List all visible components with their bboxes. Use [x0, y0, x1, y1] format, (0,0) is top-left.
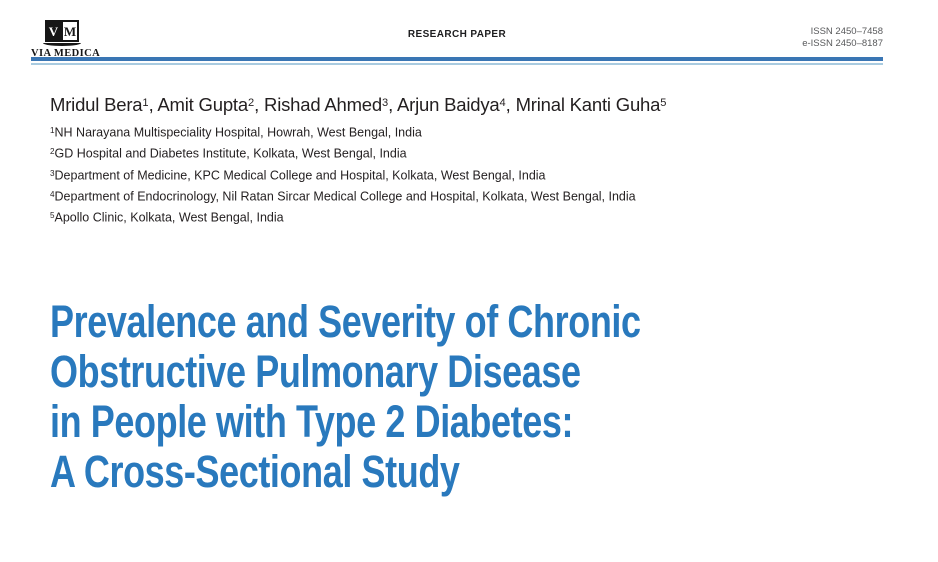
affiliation-line: 4Department of Endocrinology, Nil Ratan … [50, 185, 636, 206]
affiliation-line: 2GD Hospital and Diabetes Institute, Kol… [50, 142, 636, 163]
author-separator: , [388, 94, 397, 115]
author: Arjun Baidya4 [397, 94, 506, 115]
issn-block: ISSN 2450–7458 e-ISSN 2450–8187 [802, 26, 883, 49]
affiliation-text: Department of Medicine, KPC Medical Coll… [54, 167, 546, 182]
author-name: Rishad Ahmed [264, 94, 382, 115]
article-title: Prevalence and Severity of Chronic Obstr… [50, 297, 641, 497]
article-title-line: A Cross-Sectional Study [50, 446, 460, 497]
author-name: Mridul Bera [50, 94, 143, 115]
author: Mrinal Kanti Guha5 [516, 94, 667, 115]
author-separator: , [505, 94, 516, 115]
article-title-line: Obstructive Pulmonary Disease [50, 346, 581, 397]
affiliation-text: Apollo Clinic, Kolkata, West Bengal, Ind… [54, 210, 284, 225]
affiliation-text: NH Narayana Multispeciality Hospital, Ho… [54, 125, 422, 140]
affiliation-ref: 5 [50, 211, 55, 220]
affiliation-line: 3Department of Medicine, KPC Medical Col… [50, 164, 636, 185]
paper-category-label: RESEARCH PAPER [407, 29, 507, 40]
affiliations-list: 1NH Narayana Multispeciality Hospital, H… [50, 121, 636, 227]
author-affiliation-ref: 5 [660, 97, 667, 110]
author-name: Amit Gupta [157, 94, 248, 115]
issn-electronic: e-ISSN 2450–8187 [802, 37, 883, 49]
author: Amit Gupta2 [157, 94, 254, 115]
affiliation-ref: 4 [50, 189, 55, 199]
logo-letter-v: V [45, 20, 62, 42]
author: Mridul Bera1 [50, 94, 149, 115]
author: Rishad Ahmed3 [264, 94, 388, 115]
author-name: Mrinal Kanti Guha [515, 94, 661, 115]
affiliation-ref: 3 [50, 168, 55, 178]
affiliation-line: 1NH Narayana Multispeciality Hospital, H… [50, 121, 636, 142]
header-rule-dark [31, 57, 883, 61]
author-separator: , [148, 94, 158, 115]
author-separator: , [254, 94, 265, 115]
author-affiliation-ref: 4 [499, 97, 506, 110]
author-name: Arjun Baidya [397, 94, 500, 115]
author-affiliation-ref: 1 [142, 97, 149, 110]
logo-letter-m: M [62, 20, 79, 42]
affiliation-ref: 1 [50, 126, 55, 135]
affiliation-text: Department of Endocrinology, Nil Ratan S… [54, 189, 636, 203]
author-affiliation-ref: 2 [247, 97, 255, 110]
affiliation-line: 5Apollo Clinic, Kolkata, West Bengal, In… [50, 206, 636, 227]
publisher-name: VIA MEDICA [31, 48, 101, 59]
author-affiliation-ref: 3 [381, 97, 389, 110]
header-rule-light [31, 63, 883, 65]
issn-print: ISSN 2450–7458 [810, 26, 883, 37]
affiliation-text: GD Hospital and Diabetes Institute, Kolk… [54, 146, 407, 161]
affiliation-ref: 2 [50, 147, 55, 157]
article-title-line: in People with Type 2 Diabetes: [50, 396, 574, 447]
author-byline: Mridul Bera1, Amit Gupta2, Rishad Ahmed3… [50, 94, 666, 116]
article-title-line: Prevalence and Severity of Chronic [50, 296, 641, 347]
